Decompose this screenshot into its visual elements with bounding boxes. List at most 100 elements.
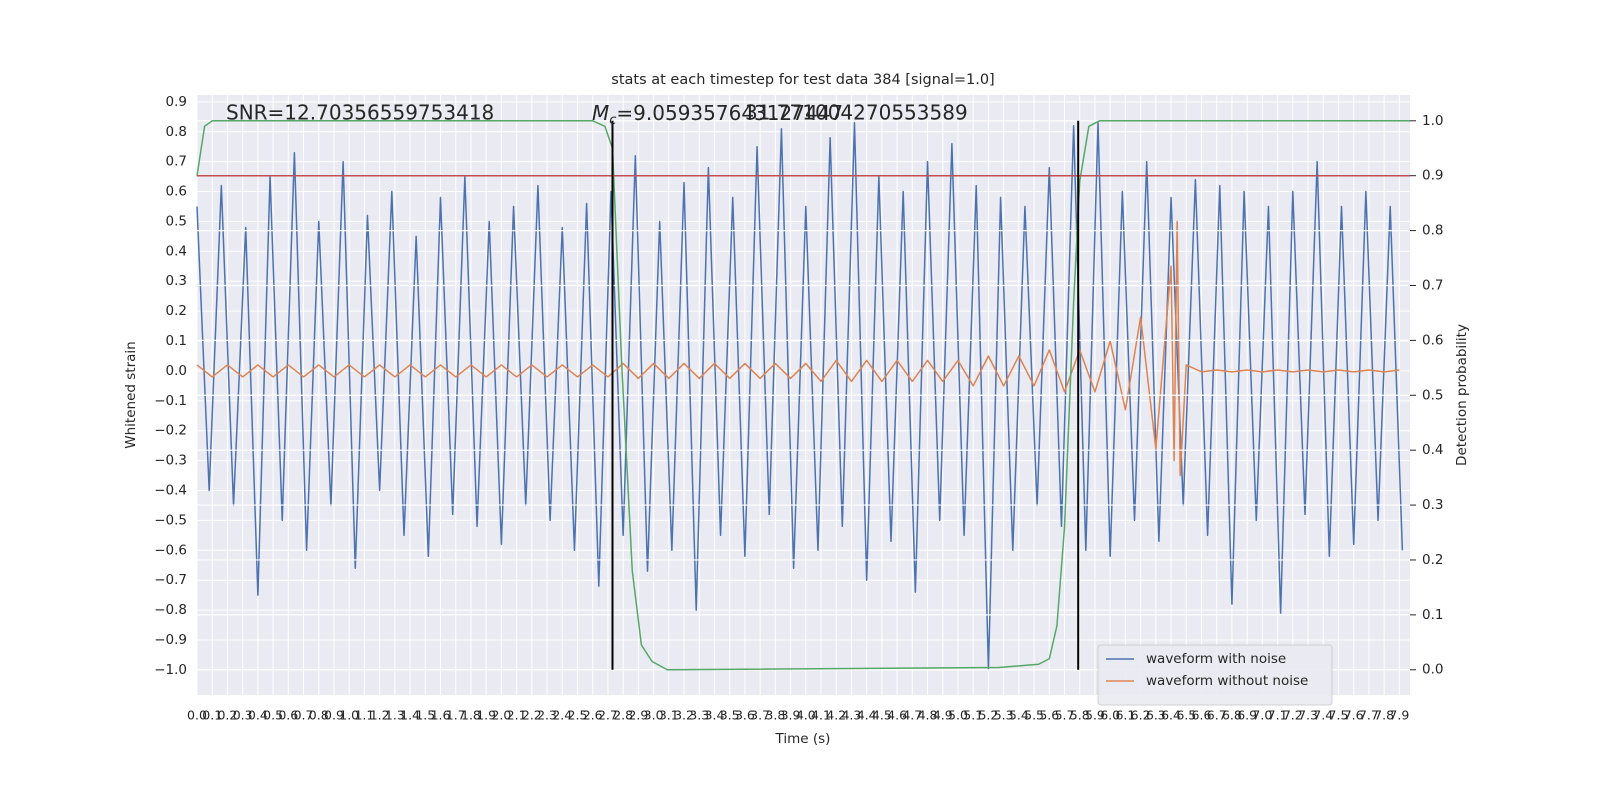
x-tick-label: 7.2 xyxy=(1283,708,1303,723)
x-tick-label: 4.6 xyxy=(887,708,907,723)
y-tick-label: 0.0 xyxy=(166,363,187,379)
x-tick-label: 3.2 xyxy=(674,708,694,723)
x-tick-label: 5.6 xyxy=(1039,708,1059,723)
y-tick-label: −0.3 xyxy=(154,453,187,469)
x-tick-label: 3.6 xyxy=(735,708,755,723)
series-line xyxy=(196,122,1404,671)
y2-tick-label: 0.8 xyxy=(1422,223,1443,239)
x-tick-label: 2.0 xyxy=(491,708,511,723)
x-tick-label: 1.4 xyxy=(400,708,420,723)
x-tick-label: 0.9 xyxy=(324,708,344,723)
x-tick-label: 5.4 xyxy=(1009,708,1029,723)
x-tick-label: 7.6 xyxy=(1344,708,1364,723)
y-tick-label: −0.9 xyxy=(154,632,187,648)
y2-tick-label: 0.4 xyxy=(1422,442,1443,458)
y-tick-label: −0.6 xyxy=(154,542,187,558)
y2-tick-label: 0.5 xyxy=(1422,387,1443,403)
legend-label: waveform without noise xyxy=(1146,673,1308,689)
x-tick-label: 1.3 xyxy=(385,708,405,723)
x-tick-label: 2.6 xyxy=(583,708,603,723)
x-tick-label: 0.7 xyxy=(294,708,314,723)
x-tick-label: 2.7 xyxy=(598,708,618,723)
x-tick-label: 2.3 xyxy=(537,708,557,723)
x-tick-label: 0.3 xyxy=(233,708,253,723)
x-tick-label: 2.4 xyxy=(552,708,572,723)
x-tick-label: 4.7 xyxy=(902,708,922,723)
y2-tick-label: 0.6 xyxy=(1422,332,1443,348)
y-tick-label: 0.8 xyxy=(166,124,187,140)
x-tick-label: 7.8 xyxy=(1374,708,1394,723)
x-tick-label: 0.1 xyxy=(202,708,222,723)
x-tick-label: 7.3 xyxy=(1298,708,1318,723)
y-tick-label: −1.0 xyxy=(154,662,187,678)
y-tick-label: 0.1 xyxy=(166,333,187,349)
x-tick-label: 4.1 xyxy=(811,708,831,723)
x-tick-label: 3.5 xyxy=(720,708,740,723)
y-tick-label: 0.4 xyxy=(166,243,187,259)
other-annotation: 31.771004270553589 xyxy=(745,101,968,125)
x-tick-label: 6.8 xyxy=(1222,708,1242,723)
y-axis-label: Whitened strain xyxy=(123,341,139,448)
x-tick-label: 4.2 xyxy=(826,708,846,723)
x-tick-label: 6.3 xyxy=(1146,708,1166,723)
x-tick-label: 7.4 xyxy=(1313,708,1333,723)
x-axis-label: Time (s) xyxy=(775,731,831,747)
mc-symbol: M xyxy=(592,101,609,125)
x-tick-label: 5.7 xyxy=(1055,708,1075,723)
x-tick-label: 2.5 xyxy=(568,708,588,723)
y-tick-label: 0.9 xyxy=(166,94,187,110)
x-tick-label: 1.5 xyxy=(415,708,435,723)
x-tick-label: 4.3 xyxy=(841,708,861,723)
x-tick-label: 6.6 xyxy=(1192,708,1212,723)
x-tick-label: 3.1 xyxy=(659,708,679,723)
x-tick-label: 6.7 xyxy=(1207,708,1227,723)
x-tick-label: 7.7 xyxy=(1359,708,1379,723)
y2-tick-label: 1.0 xyxy=(1422,113,1443,129)
series-line xyxy=(196,220,1400,477)
x-tick-label: 1.0 xyxy=(339,708,359,723)
mc-subscript: c xyxy=(609,113,616,128)
y-tick-label: 0.7 xyxy=(166,154,187,170)
y2-tick-label: 0.3 xyxy=(1422,497,1443,513)
x-tick-label: 5.9 xyxy=(1085,708,1105,723)
x-tick-label: 4.5 xyxy=(872,708,892,723)
legend: waveform with noise waveform without nois… xyxy=(1097,644,1333,706)
x-tick-label: 5.3 xyxy=(994,708,1014,723)
x-tick-label: 5.8 xyxy=(1070,708,1090,723)
y2-axis-label: Detection probability xyxy=(1454,324,1470,466)
x-tick-label: 6.9 xyxy=(1237,708,1257,723)
y2-tick-label: 0.9 xyxy=(1422,168,1443,184)
x-tick-label: 5.2 xyxy=(978,708,998,723)
x-tick-label: 3.4 xyxy=(705,708,725,723)
x-tick-label: 5.5 xyxy=(1024,708,1044,723)
x-tick-label: 1.9 xyxy=(476,708,496,723)
x-tick-label: 3.3 xyxy=(689,708,709,723)
x-tick-label: 7.5 xyxy=(1329,708,1349,723)
x-tick-label: 2.9 xyxy=(628,708,648,723)
y-tick-label: 0.5 xyxy=(166,213,187,229)
y2-tick-label: 0.1 xyxy=(1422,607,1443,623)
y-tick-label: −0.8 xyxy=(154,602,187,618)
y-tick-label: −0.4 xyxy=(154,483,187,499)
x-tick-label: 1.8 xyxy=(461,708,481,723)
y-tick-label: 0.2 xyxy=(166,303,187,319)
x-tick-label: 1.1 xyxy=(354,708,374,723)
x-tick-label: 0.6 xyxy=(278,708,298,723)
x-tick-label: 4.8 xyxy=(918,708,938,723)
x-tick-label: 2.8 xyxy=(613,708,633,723)
x-tick-label: 6.1 xyxy=(1115,708,1135,723)
x-tick-label: 1.7 xyxy=(446,708,466,723)
x-tick-label: 2.2 xyxy=(522,708,542,723)
x-tick-label: 7.0 xyxy=(1252,708,1272,723)
x-tick-label: 6.0 xyxy=(1100,708,1120,723)
legend-box xyxy=(1097,644,1333,706)
x-tick-label: 0.8 xyxy=(309,708,329,723)
x-tick-label: 6.5 xyxy=(1176,708,1196,723)
y-tick-label: −0.5 xyxy=(154,512,187,528)
x-tick-label: 4.9 xyxy=(933,708,953,723)
y2-tick-label: 0.2 xyxy=(1422,552,1443,568)
x-tick-label: 1.6 xyxy=(431,708,451,723)
y-tick-label: −0.2 xyxy=(154,423,187,439)
x-tick-label: 3.0 xyxy=(644,708,664,723)
